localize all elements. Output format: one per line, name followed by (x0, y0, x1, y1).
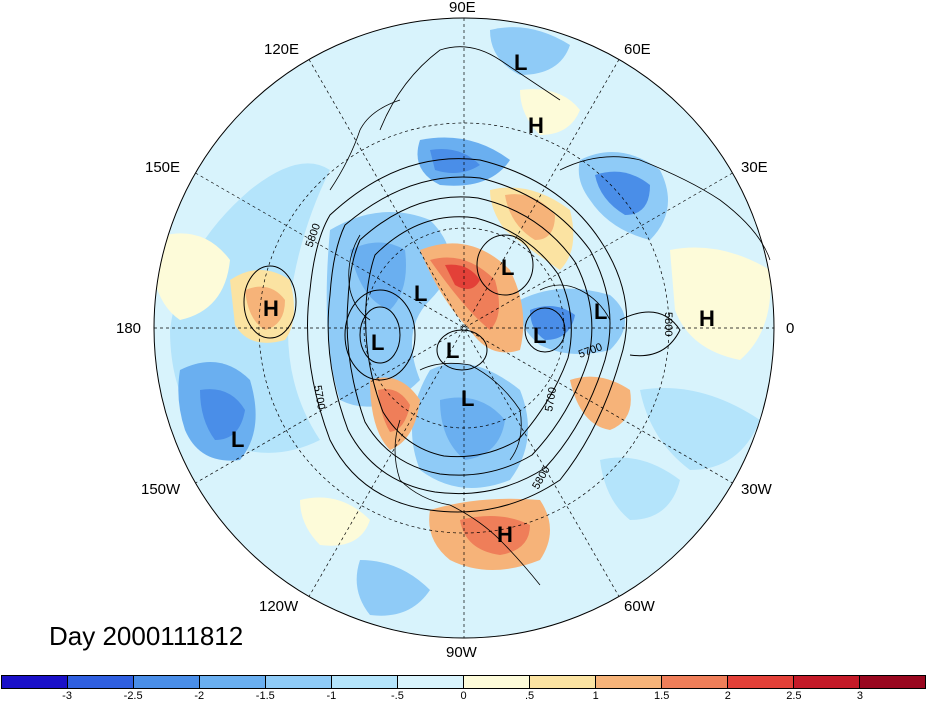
low-pressure-label: L (446, 338, 459, 363)
colorbar-swatch (728, 676, 794, 688)
polar-grid (154, 18, 774, 638)
longitude-label-60w: 60W (624, 598, 655, 615)
longitude-label-150w: 150W (141, 481, 181, 498)
longitude-label-0: 0 (786, 320, 795, 337)
contour-label: 5800 (662, 312, 674, 336)
colorbar-swatch (398, 676, 464, 688)
longitude-label-90e: 90E (449, 0, 476, 16)
contour-label: 5700 (543, 386, 559, 412)
pressure-system-group: L H L L L L L L L L H H L H (231, 50, 715, 547)
low-pressure-label: L (533, 323, 546, 348)
low-pressure-label: L (461, 386, 474, 411)
high-pressure-label: H (699, 306, 715, 331)
low-pressure-label: L (231, 427, 244, 452)
colorbar-swatch (2, 676, 68, 688)
longitude-label-180: 180 (116, 320, 142, 337)
height-contours (243, 158, 681, 513)
low-pressure-label: L (594, 299, 607, 324)
colorbar-swatch (134, 676, 200, 688)
colorbar-tick-label: -1.5 (255, 690, 275, 702)
colorbar-swatch (662, 676, 728, 688)
high-pressure-label: H (528, 113, 544, 138)
map-title: Day 2000111812 (49, 621, 244, 651)
colorbar-tick-label: 0 (460, 690, 467, 702)
colorbar-tick-label: 2 (724, 690, 731, 702)
colorbar-swatch (794, 676, 860, 688)
colorbar-tick-label: .5 (524, 690, 535, 702)
longitude-label-120e: 120E (264, 41, 300, 58)
colorbar (1, 675, 926, 689)
colorbar-swatch (596, 676, 662, 688)
colorbar-swatch (530, 676, 596, 688)
colorbar-tick-label: 1.5 (654, 690, 670, 702)
low-pressure-label: L (501, 255, 514, 280)
colorbar-tick-label: -.5 (391, 690, 404, 702)
map-boundary (153, 17, 775, 639)
colorbar-tick-label: -3 (62, 690, 72, 702)
colorbar-tick-label: 2.5 (786, 690, 802, 702)
colorbar-swatch (860, 676, 925, 688)
longitude-label-90w: 90W (446, 644, 477, 661)
longitude-label-60e: 60E (624, 41, 651, 58)
high-pressure-label: H (497, 522, 513, 547)
colorbar-tick-label: -2 (194, 690, 205, 702)
longitude-label-150e: 150E (145, 159, 181, 176)
colorbar-swatch (332, 676, 398, 688)
colorbar-tick-label: 3 (856, 690, 863, 702)
contour-label: 5700 (311, 384, 327, 410)
longitude-label-30e: 30E (741, 159, 768, 176)
longitude-label-30w: 30W (741, 481, 772, 498)
low-pressure-label: L (514, 50, 527, 75)
colorbar-tick-label: 1 (592, 690, 599, 702)
colorbar-swatch (464, 676, 530, 688)
longitude-label-120w: 120W (259, 598, 299, 615)
colorbar-tick-label: -1 (326, 690, 337, 702)
colorbar-swatch (68, 676, 134, 688)
low-pressure-label: L (371, 330, 384, 355)
colorbar-swatch (200, 676, 266, 688)
coastlines (329, 46, 771, 586)
high-pressure-label: H (263, 296, 279, 321)
colorbar-swatch (266, 676, 332, 688)
low-pressure-label: L (414, 281, 427, 306)
colorbar-tick-label: -2.5 (123, 690, 143, 702)
